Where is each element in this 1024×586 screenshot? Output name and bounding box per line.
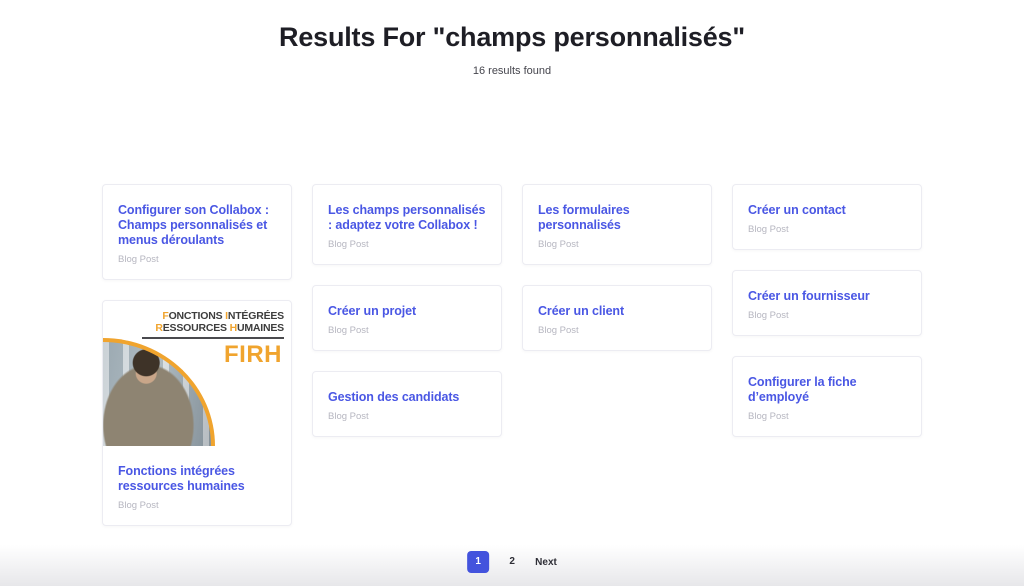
banner-accent-letter: F — [162, 310, 169, 322]
results-grid: Configurer son Collabox : Champs personn… — [102, 184, 922, 526]
card-body: Créer un projet Blog Post — [313, 286, 501, 350]
results-count: 16 results found — [472, 65, 552, 77]
card-title-link[interactable]: Créer un client — [538, 304, 625, 318]
card-body: Créer un client Blog Post — [523, 286, 711, 350]
banner-accent-letter: R — [155, 322, 163, 334]
card-meta: Blog Post — [748, 310, 789, 321]
result-card[interactable]: Créer un client Blog Post — [522, 285, 712, 351]
card-title-link[interactable]: Configurer la fiche d’employé — [748, 375, 857, 404]
results-column: Configurer son Collabox : Champs personn… — [102, 184, 292, 526]
card-image: FONCTIONS INTÉGRÉES RESSOURCES HUMAINES FI… — [103, 301, 291, 446]
card-meta: Blog Post — [118, 500, 159, 511]
card-title-link[interactable]: Créer un fournisseur — [748, 289, 870, 303]
card-title-link[interactable]: Fonctions intégrées ressources humaines — [118, 464, 245, 493]
card-meta: Blog Post — [538, 325, 579, 336]
firh-banner-text: FONCTIONS INTÉGRÉES RESSOURCES HUMAINES — [155, 310, 284, 334]
card-body: Créer un contact Blog Post — [733, 185, 921, 249]
card-body: Configurer son Collabox : Champs personn… — [103, 185, 291, 279]
card-title-link[interactable]: Les formulaires personnalisés — [538, 203, 630, 232]
card-title-link[interactable]: Configurer son Collabox : Champs personn… — [118, 203, 269, 247]
result-card[interactable]: Créer un projet Blog Post — [312, 285, 502, 351]
card-title-link[interactable]: Les champs personnalisés : adaptez votre… — [328, 203, 486, 232]
result-card[interactable]: Créer un contact Blog Post — [732, 184, 922, 250]
card-meta: Blog Post — [538, 239, 579, 250]
card-title-link[interactable]: Gestion des candidats — [328, 390, 460, 404]
pagination-page-1[interactable]: 1 — [467, 551, 490, 573]
results-column: Créer un contact Blog Post Créer un fourni… — [732, 184, 922, 437]
card-body: Les formulaires personnalisés Blog Post — [523, 185, 711, 264]
firh-acronym: FIRH — [224, 341, 282, 368]
result-card[interactable]: Créer un fournisseur Blog Post — [732, 270, 922, 336]
card-body: Fonctions intégrées ressources humaines B… — [103, 446, 291, 525]
result-card[interactable]: Les champs personnalisés : adaptez votre… — [312, 184, 502, 265]
banner-accent-letter: H — [229, 322, 238, 334]
page-title: Results For "champs personnalisés" — [279, 22, 745, 52]
pagination-next[interactable]: Next — [535, 556, 557, 568]
result-card[interactable]: Configurer la fiche d’employé Blog Post — [732, 356, 922, 437]
card-body: Les champs personnalisés : adaptez votre… — [313, 185, 501, 264]
card-meta: Blog Post — [748, 411, 789, 422]
card-title-link[interactable]: Créer un projet — [328, 304, 417, 318]
results-header: Results For "champs personnalisés" 16 re… — [0, 22, 1024, 77]
result-card[interactable]: Gestion des candidats Blog Post — [312, 371, 502, 437]
card-body: Créer un fournisseur Blog Post — [733, 271, 921, 335]
card-meta: Blog Post — [328, 239, 369, 250]
card-body: Configurer la fiche d’employé Blog Post — [733, 357, 921, 436]
card-meta: Blog Post — [748, 224, 789, 235]
card-meta: Blog Post — [328, 411, 369, 422]
results-column: Les champs personnalisés : adaptez votre… — [312, 184, 502, 437]
result-card[interactable]: Configurer son Collabox : Champs personn… — [102, 184, 292, 280]
card-body: Gestion des candidats Blog Post — [313, 372, 501, 436]
result-card[interactable]: FONCTIONS INTÉGRÉES RESSOURCES HUMAINES FI… — [102, 300, 292, 526]
pagination-page-2[interactable]: 2 — [509, 556, 515, 567]
banner-accent-letter: I — [225, 310, 228, 322]
result-card[interactable]: Les formulaires personnalisés Blog Post — [522, 184, 712, 265]
card-meta: Blog Post — [118, 254, 159, 265]
banner-rule — [142, 337, 284, 339]
card-meta: Blog Post — [328, 325, 369, 336]
results-column: Les formulaires personnalisés Blog Post Cr… — [522, 184, 712, 351]
pagination: 1 2 Next — [467, 551, 557, 573]
card-title-link[interactable]: Créer un contact — [748, 203, 846, 217]
